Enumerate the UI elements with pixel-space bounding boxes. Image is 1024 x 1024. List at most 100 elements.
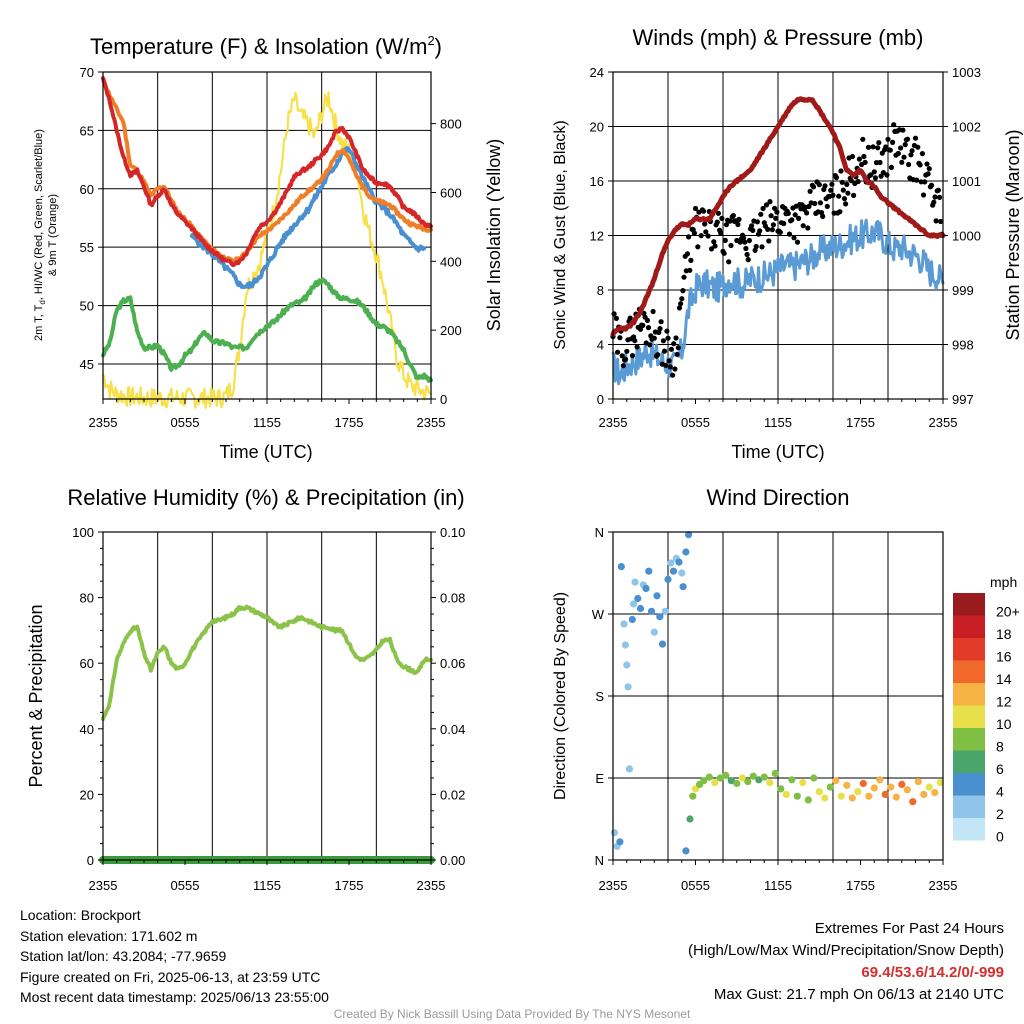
temperature-panel: Temperature (F) & Insolation (W/m2) 2355… (33, 33, 504, 462)
wind-direction-point (634, 594, 642, 603)
extremes-header: Extremes For Past 24 Hours (814, 920, 1004, 937)
colorbar-swatch (953, 593, 985, 616)
y2-tick-label: 0 (440, 392, 447, 407)
wind-direction-point (620, 620, 628, 628)
gust-point (843, 201, 849, 207)
wind-direction-point (810, 774, 818, 782)
gust-point (915, 144, 921, 150)
gust-point (687, 267, 693, 273)
gust-point (933, 218, 939, 224)
temperature-ylabel-line2: & 9m T (Orange) (47, 194, 59, 276)
gust-point (765, 226, 771, 232)
wind-direction-point (760, 773, 768, 781)
gust-point (909, 148, 915, 154)
gust-point (658, 319, 664, 325)
gust-point (749, 223, 755, 229)
wind-direction-point (631, 578, 639, 586)
gust-point (681, 274, 687, 280)
gust-point (824, 203, 830, 209)
colorbar-label: 18 (996, 626, 1012, 642)
y2-tick-label: 0.06 (440, 656, 465, 671)
gust-point (926, 166, 932, 172)
gust-point (647, 342, 653, 348)
y-tick-label: 8 (597, 283, 604, 298)
gust-point (796, 215, 802, 221)
y-tick-label: 80 (80, 591, 94, 606)
gust-point (920, 192, 927, 198)
wind-direction-point (843, 781, 851, 789)
gust-point (841, 196, 848, 202)
humidity-panel: Relative Humidity (%) & Precipitation (i… (26, 485, 465, 893)
gust-point (888, 164, 895, 170)
y2-tick-label: 0.00 (440, 853, 465, 868)
gust-point (820, 213, 826, 219)
colorbar-swatch (953, 615, 985, 638)
gust-point (898, 145, 904, 151)
gust-point (914, 177, 920, 183)
gust-point (672, 366, 678, 372)
gust-point (666, 358, 672, 364)
gust-point (746, 237, 753, 244)
y-tick-label: 0 (597, 392, 604, 407)
station-location: Location: Brockport (20, 907, 141, 923)
wind-direction-point (799, 779, 807, 787)
gust-point (849, 153, 856, 160)
gust-point (698, 233, 704, 239)
wind-direction-point (685, 531, 693, 539)
gust-point (917, 162, 923, 168)
y2-tick-label: 1001 (952, 174, 981, 189)
y-tick-label: N (595, 853, 604, 868)
gust-point (810, 184, 817, 190)
gust-point (726, 259, 732, 265)
wind-direction-point (859, 779, 867, 788)
gust-point (829, 181, 835, 187)
colorbar-swatch (953, 773, 985, 796)
gust-point (679, 296, 685, 302)
gust-point (634, 344, 640, 350)
gust-point (781, 220, 787, 227)
wind-direction-point (711, 779, 719, 787)
gust-point (632, 338, 638, 344)
wind-direction-point (887, 783, 895, 791)
credit-line: Created By Nick Bassill Using Data Provi… (333, 1007, 691, 1021)
colorbar-label: 8 (996, 738, 1004, 754)
x-tick-label: 0555 (681, 415, 710, 430)
x-tick-label: 0555 (171, 878, 200, 893)
gust-point (688, 257, 694, 263)
gust-point (715, 210, 722, 216)
winds-panel: Winds (mph) & Pressure (mb) 2355 0555 1155… (552, 25, 1023, 462)
gust-point (736, 216, 742, 222)
x-tick-label: 1755 (846, 878, 875, 893)
gust-point (817, 200, 824, 206)
wind-direction-point (909, 798, 917, 806)
gust-point (695, 244, 701, 250)
gust-point (770, 222, 777, 228)
gust-point (712, 243, 718, 249)
gust-point (705, 233, 711, 239)
wind-direction-point (766, 779, 774, 787)
wind-direction-point (793, 792, 801, 800)
pressure-line (610, 96, 946, 337)
y2-tick-label: 1003 (952, 65, 981, 80)
colorbar-swatch (953, 818, 985, 841)
y2-tick-label: 600 (440, 185, 462, 200)
sonic-wind-line (611, 218, 945, 386)
gust-point (651, 335, 657, 341)
x-tick-label: 2355 (417, 415, 446, 430)
x-tick-label: 2355 (417, 878, 446, 893)
gust-point (928, 182, 935, 188)
gust-point (890, 139, 896, 145)
gust-point (742, 239, 748, 245)
gust-point (876, 140, 882, 146)
wind-direction-point (650, 628, 658, 636)
gust-point (637, 326, 644, 332)
wind-direction-point (610, 829, 619, 837)
y-tick-label: 60 (80, 656, 94, 671)
gust-point (730, 213, 736, 219)
wind-direction-point (689, 792, 697, 800)
gust-point (877, 159, 883, 166)
y-tick-label: 20 (590, 120, 604, 135)
gust-point (786, 231, 793, 237)
gust-point (650, 308, 656, 315)
y2-tick-label: 998 (952, 338, 974, 353)
